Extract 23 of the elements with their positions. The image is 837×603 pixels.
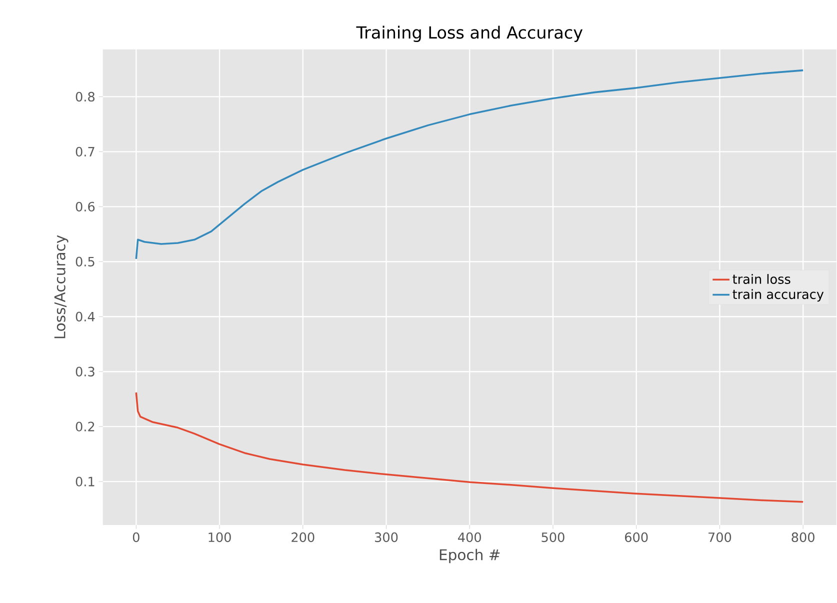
line-series: [135, 69, 804, 260]
x-tick-label: 700: [708, 532, 732, 542]
x-tick-label: 600: [625, 532, 648, 542]
x-tick-label: 300: [375, 532, 398, 542]
y-tick-label: 0.7: [76, 146, 94, 156]
x-tick-label: 500: [542, 532, 564, 542]
x-axis-title: Epoch #: [440, 548, 500, 564]
y-tick-label: 0.1: [76, 476, 94, 486]
chart-title: Training Loss and Accuracy: [356, 26, 583, 42]
x-tick-label: 0: [132, 532, 140, 542]
y-tick-label: 0.2: [76, 422, 94, 432]
y-axis-title: Loss/Accuracy: [54, 235, 68, 338]
y-tick-label: 0.3: [76, 366, 94, 376]
y-tick-label: 0.5: [76, 256, 94, 266]
legend-label: train accuracy: [732, 289, 824, 302]
x-tick-label: 800: [792, 532, 814, 542]
x-tick-label: 200: [292, 532, 314, 542]
x-tick-label: 100: [208, 532, 231, 542]
x-tick-label: 400: [458, 532, 481, 542]
y-tick-label: 0.8: [76, 92, 95, 102]
y-tick-label: 0.6: [76, 202, 95, 212]
legend-label: train loss: [732, 274, 790, 284]
y-tick-label: 0.4: [76, 312, 95, 322]
